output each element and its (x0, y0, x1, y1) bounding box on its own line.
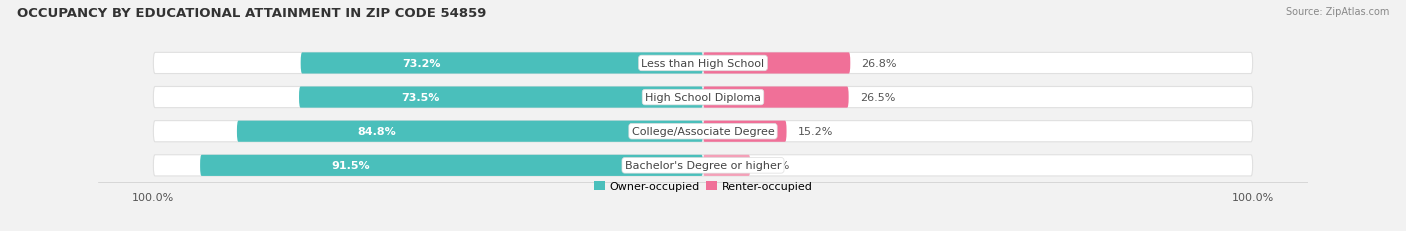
Text: 84.8%: 84.8% (357, 127, 396, 137)
FancyBboxPatch shape (238, 121, 703, 142)
Text: 26.5%: 26.5% (859, 93, 896, 103)
Text: Bachelor's Degree or higher: Bachelor's Degree or higher (624, 161, 782, 171)
FancyBboxPatch shape (703, 121, 786, 142)
FancyBboxPatch shape (299, 87, 703, 108)
FancyBboxPatch shape (703, 53, 851, 74)
Text: 15.2%: 15.2% (797, 127, 832, 137)
Legend: Owner-occupied, Renter-occupied: Owner-occupied, Renter-occupied (589, 177, 817, 196)
Text: 91.5%: 91.5% (332, 161, 370, 171)
Text: 73.2%: 73.2% (402, 59, 440, 69)
FancyBboxPatch shape (153, 87, 1253, 108)
FancyBboxPatch shape (703, 155, 751, 176)
FancyBboxPatch shape (301, 53, 703, 74)
Text: 26.8%: 26.8% (862, 59, 897, 69)
Text: College/Associate Degree: College/Associate Degree (631, 127, 775, 137)
Text: Source: ZipAtlas.com: Source: ZipAtlas.com (1285, 7, 1389, 17)
Text: 8.6%: 8.6% (761, 161, 790, 171)
Text: OCCUPANCY BY EDUCATIONAL ATTAINMENT IN ZIP CODE 54859: OCCUPANCY BY EDUCATIONAL ATTAINMENT IN Z… (17, 7, 486, 20)
Text: 73.5%: 73.5% (401, 93, 440, 103)
FancyBboxPatch shape (703, 87, 849, 108)
FancyBboxPatch shape (153, 155, 1253, 176)
FancyBboxPatch shape (153, 53, 1253, 74)
Text: High School Diploma: High School Diploma (645, 93, 761, 103)
Text: Less than High School: Less than High School (641, 59, 765, 69)
FancyBboxPatch shape (153, 121, 1253, 142)
FancyBboxPatch shape (200, 155, 703, 176)
